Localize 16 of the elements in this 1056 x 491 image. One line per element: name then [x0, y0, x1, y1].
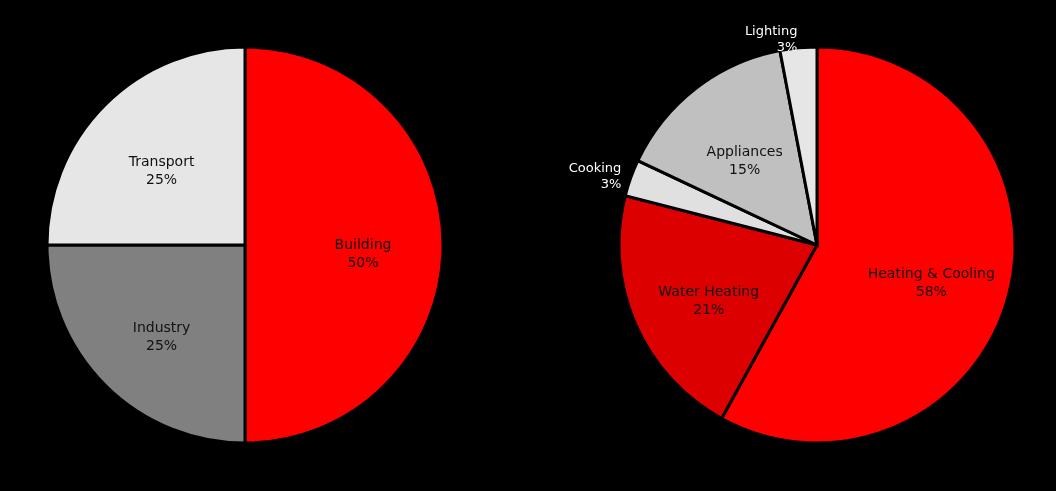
- slice-label: Cooking: [568, 159, 622, 175]
- data-label: 3%: [600, 175, 622, 191]
- slice-label: Industry: [132, 319, 191, 336]
- data-label: 21%: [693, 300, 725, 317]
- data-label: 25%: [146, 170, 178, 187]
- slice-label: Transport: [127, 152, 195, 169]
- slice-label: Water Heating: [658, 282, 760, 299]
- data-label: 50%: [347, 254, 379, 270]
- slice-label: Heating & Cooling: [867, 265, 995, 282]
- data-label: 3%: [776, 38, 798, 54]
- data-label: 25%: [146, 337, 178, 354]
- slice-label: Lighting: [744, 22, 798, 38]
- data-label: 58%: [915, 283, 947, 300]
- data-label: 15%: [729, 160, 761, 177]
- slice-label: Appliances: [706, 142, 783, 159]
- slice-label: Building: [334, 236, 392, 252]
